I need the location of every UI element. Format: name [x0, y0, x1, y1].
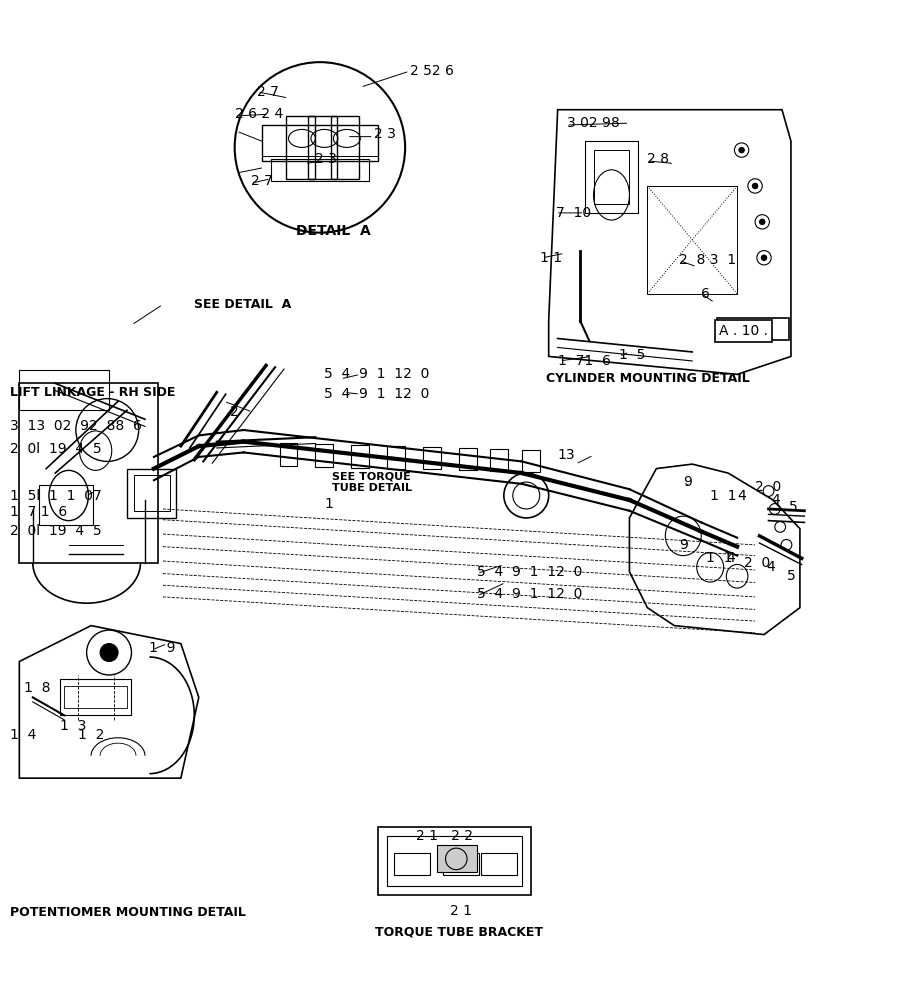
Text: 5  4  9  1  12  0: 5 4 9 1 12 0	[324, 387, 430, 401]
Text: DETAIL  A: DETAIL A	[296, 224, 371, 238]
Text: LIFT LINKAGE - RH SIDE: LIFT LINKAGE - RH SIDE	[11, 386, 176, 399]
Bar	[647, 186, 737, 294]
Bar	[59, 679, 131, 715]
Bar	[286, 116, 314, 179]
Text: 5: 5	[787, 569, 796, 583]
Text: 5  4  9  1  12  0: 5 4 9 1 12 0	[477, 587, 582, 601]
Bar	[19, 383, 158, 563]
Text: 2 3: 2 3	[315, 152, 338, 166]
Bar	[64, 686, 127, 708]
Bar	[459, 448, 477, 470]
Text: 1  1: 1 1	[706, 551, 733, 565]
Text: 2 1   2 2: 2 1 2 2	[416, 829, 472, 843]
Bar	[491, 449, 508, 471]
Bar	[315, 444, 333, 467]
Text: 1  9: 1 9	[149, 641, 176, 655]
Text: 1  2: 1 2	[77, 728, 104, 742]
Text: 9: 9	[683, 475, 692, 489]
Bar	[443, 853, 479, 875]
Bar	[308, 116, 337, 179]
Text: 1  3: 1 3	[59, 719, 86, 733]
Text: 4: 4	[737, 489, 746, 503]
Text: 1 1: 1 1	[540, 251, 562, 265]
Bar	[378, 827, 531, 895]
Text: 1: 1	[324, 497, 333, 511]
Bar	[127, 469, 176, 518]
Bar	[387, 836, 522, 886]
Bar	[262, 125, 378, 161]
Text: 5  4  9  1  12  0: 5 4 9 1 12 0	[324, 367, 430, 381]
Bar	[280, 443, 298, 466]
Bar	[423, 447, 441, 469]
Bar	[330, 116, 359, 179]
Text: 2 1: 2 1	[450, 904, 472, 918]
Bar	[522, 450, 540, 472]
Text: 4: 4	[766, 560, 775, 574]
Bar	[387, 446, 405, 469]
Text: 5: 5	[789, 500, 798, 514]
Text: CYLINDER MOUNTING DETAIL: CYLINDER MOUNTING DETAIL	[545, 372, 750, 385]
Text: 1  7 1  6: 1 7 1 6	[11, 505, 68, 519]
Text: 2 3: 2 3	[374, 127, 396, 141]
Bar	[717, 318, 789, 340]
Text: 4: 4	[726, 551, 735, 565]
Text: TORQUE TUBE BRACKET: TORQUE TUBE BRACKET	[375, 926, 543, 939]
Text: 1  1: 1 1	[710, 489, 737, 503]
Text: 2  8 3  1: 2 8 3 1	[679, 253, 736, 267]
Bar	[351, 445, 369, 468]
Text: 3  13  02  92  88  6: 3 13 02 92 88 6	[11, 419, 142, 433]
Bar	[594, 150, 629, 204]
Text: 2  0: 2 0	[744, 556, 770, 570]
Text: 1  71  6: 1 71 6	[558, 354, 610, 368]
Text: 4: 4	[771, 493, 780, 507]
Text: 2 8: 2 8	[647, 152, 670, 166]
Text: SEE TORQUE
TUBE DETAIL: SEE TORQUE TUBE DETAIL	[331, 471, 411, 493]
Bar	[436, 845, 477, 872]
Text: 3 02 98: 3 02 98	[567, 116, 619, 130]
Text: 2 6 2 4: 2 6 2 4	[235, 107, 283, 121]
Ellipse shape	[761, 255, 767, 260]
Ellipse shape	[100, 644, 118, 662]
Text: 1  5l  1  1  07: 1 5l 1 1 07	[11, 489, 102, 503]
Text: 6: 6	[701, 287, 710, 301]
Text: SEE DETAIL  A: SEE DETAIL A	[194, 298, 292, 311]
Text: 2 7: 2 7	[251, 174, 273, 188]
Text: 2 52 6: 2 52 6	[410, 64, 454, 78]
Bar	[585, 141, 638, 213]
Bar	[271, 159, 369, 181]
Text: 7  10: 7 10	[556, 206, 591, 220]
Text: 2 7: 2 7	[257, 85, 279, 99]
Bar	[39, 485, 93, 525]
Text: 1  5: 1 5	[618, 348, 645, 362]
Text: 2  0l  19  4  5: 2 0l 19 4 5	[11, 524, 102, 538]
Ellipse shape	[760, 219, 765, 225]
Text: 1  4: 1 4	[11, 728, 37, 742]
Ellipse shape	[752, 183, 758, 189]
Bar	[134, 475, 170, 511]
Ellipse shape	[739, 147, 744, 153]
Text: 1  8: 1 8	[23, 681, 50, 695]
Text: POTENTIOMER MOUNTING DETAIL: POTENTIOMER MOUNTING DETAIL	[11, 906, 247, 919]
Text: 2  0: 2 0	[755, 480, 781, 494]
Text: 9: 9	[679, 538, 688, 552]
Bar	[394, 853, 430, 875]
Text: A . 10 .: A . 10 .	[719, 324, 769, 338]
Bar	[19, 370, 109, 410]
Text: 13: 13	[558, 448, 575, 462]
Bar	[482, 853, 517, 875]
Text: 5  4  9  1  12  0: 5 4 9 1 12 0	[477, 565, 582, 579]
Text: 2: 2	[230, 405, 238, 419]
Text: 2  0l  19  4  5: 2 0l 19 4 5	[11, 442, 102, 456]
